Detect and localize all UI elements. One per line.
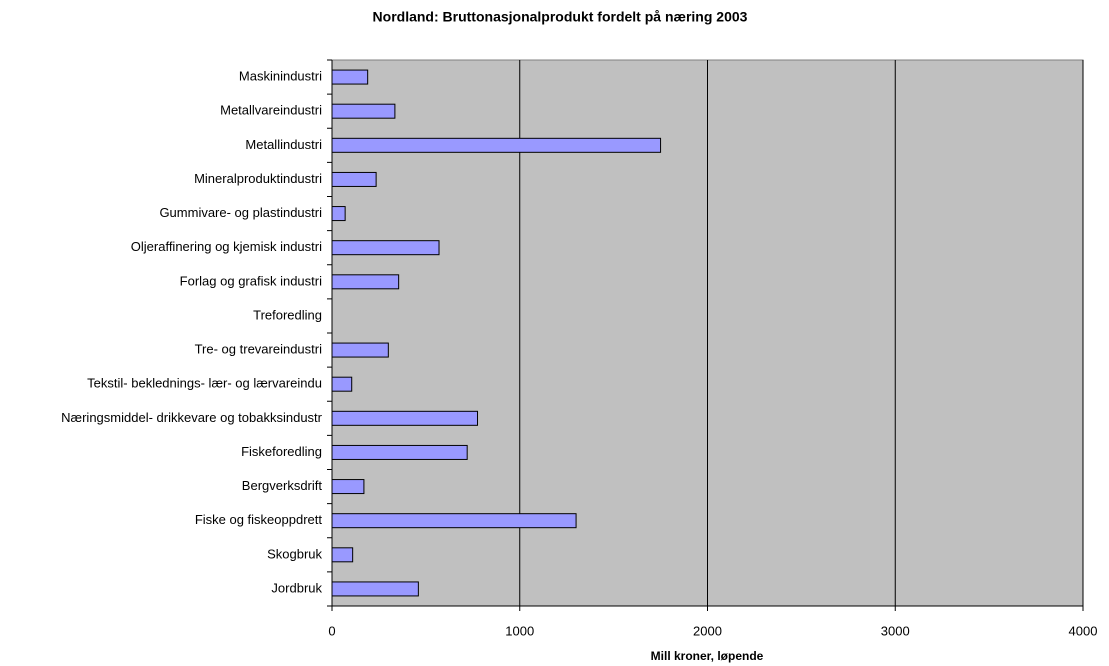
bar <box>331 274 400 290</box>
bar <box>331 171 377 187</box>
y-tick-label: Mineralproduktindustri <box>194 171 322 186</box>
bar <box>331 376 353 392</box>
y-tick-label: Fiskeforedling <box>241 444 322 459</box>
bar <box>331 444 468 460</box>
bar <box>331 479 365 495</box>
bar <box>331 581 419 597</box>
y-tick-label: Maskinindustri <box>239 69 322 84</box>
bar <box>331 342 389 358</box>
y-tick-label: Fiske og fiskeoppdrett <box>195 512 323 527</box>
bar <box>331 410 479 426</box>
y-tick-label: Gummivare- og plastindustri <box>159 205 322 220</box>
y-tick-label: Tekstil- beklednings- lær- og lærvareind… <box>87 376 322 391</box>
bar <box>331 513 577 529</box>
bar <box>331 137 662 153</box>
y-tick-label: Jordbruk <box>271 580 322 595</box>
y-tick-label: Forlag og grafisk industri <box>180 273 322 288</box>
bar <box>331 103 396 119</box>
x-tick-label: 1000 <box>505 623 534 638</box>
y-tick-label: Næringsmiddel- drikkevare og tobakksindu… <box>61 410 323 425</box>
y-tick-label: Tre- og trevareindustri <box>195 342 323 357</box>
chart-title: Nordland: Bruttonasjonalprodukt fordelt … <box>373 9 748 25</box>
y-tick-label: Metallindustri <box>245 137 322 152</box>
y-tick-label: Skogbruk <box>267 546 322 561</box>
x-tick-label: 2000 <box>693 623 722 638</box>
y-tick-label: Bergverksdrift <box>242 478 323 493</box>
bar <box>331 547 354 563</box>
y-tick-label: Oljeraffinering og kjemisk industri <box>131 239 322 254</box>
y-tick-label: Metallvareindustri <box>220 103 322 118</box>
x-tick-label: 4000 <box>1069 623 1098 638</box>
x-tick-label: 3000 <box>881 623 910 638</box>
x-tick-label: 0 <box>328 623 335 638</box>
bar <box>331 206 346 222</box>
x-axis-title: Mill kroner, løpende <box>651 649 764 663</box>
bar <box>331 69 369 85</box>
bar <box>331 240 440 256</box>
y-tick-label: Treforedling <box>253 307 322 322</box>
